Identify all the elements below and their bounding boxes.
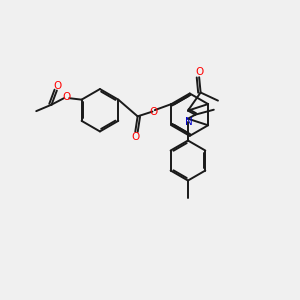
Text: O: O xyxy=(63,92,71,102)
Text: O: O xyxy=(131,132,140,142)
Text: O: O xyxy=(53,80,62,91)
Text: O: O xyxy=(195,67,203,77)
Text: O: O xyxy=(149,107,158,118)
Text: N: N xyxy=(185,117,193,127)
